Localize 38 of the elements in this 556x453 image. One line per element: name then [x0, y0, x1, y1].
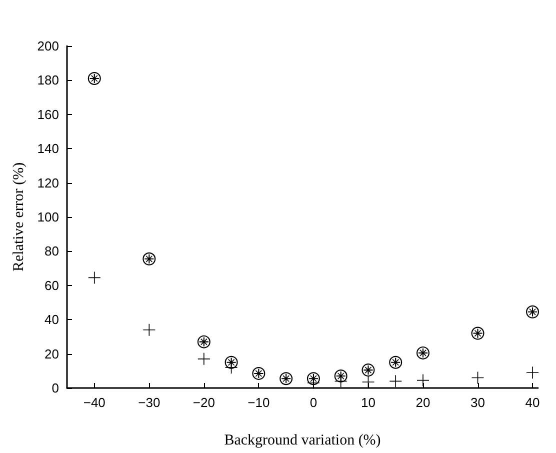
- x-tick-label: −40: [83, 395, 106, 410]
- point: [362, 376, 374, 388]
- point: [197, 335, 210, 348]
- x-tick-label: −10: [248, 395, 270, 410]
- x-tick-label: 40: [525, 395, 540, 410]
- x-tick-label: 30: [470, 395, 485, 410]
- x-tick-label: 10: [360, 395, 376, 410]
- point: [88, 72, 101, 85]
- point: [142, 252, 156, 266]
- point: [389, 356, 402, 369]
- point: [198, 352, 210, 365]
- y-tick-label: 40: [44, 312, 59, 328]
- x-tick-label: −30: [138, 395, 160, 410]
- y-tick-label: 160: [37, 106, 59, 122]
- y-tick-label: 140: [37, 141, 59, 156]
- y-tick-label: 20: [44, 346, 59, 362]
- point: [526, 366, 539, 379]
- point: [390, 375, 402, 388]
- y-tick-label: 80: [44, 244, 59, 259]
- y-tick-label: 60: [44, 278, 59, 293]
- y-tick-label: 0: [52, 380, 59, 396]
- point: [280, 372, 293, 386]
- point: [471, 326, 484, 340]
- point: [416, 346, 430, 360]
- x-tick-label: 20: [416, 395, 430, 410]
- x-axis-title: Background variation (%): [224, 432, 381, 448]
- y-tick-label: 100: [37, 210, 59, 224]
- point: [307, 376, 320, 389]
- y-axis-title: Relative error (%): [10, 162, 27, 272]
- point: [143, 324, 156, 336]
- y-tick-label: 200: [37, 38, 59, 54]
- x-tick-label: 0: [310, 395, 318, 410]
- y-tick-label: 120: [37, 175, 59, 190]
- point: [526, 305, 540, 318]
- point: [252, 366, 266, 380]
- point: [362, 364, 375, 377]
- y-tick-label: 180: [37, 72, 59, 88]
- x-tick-label: −20: [192, 395, 215, 410]
